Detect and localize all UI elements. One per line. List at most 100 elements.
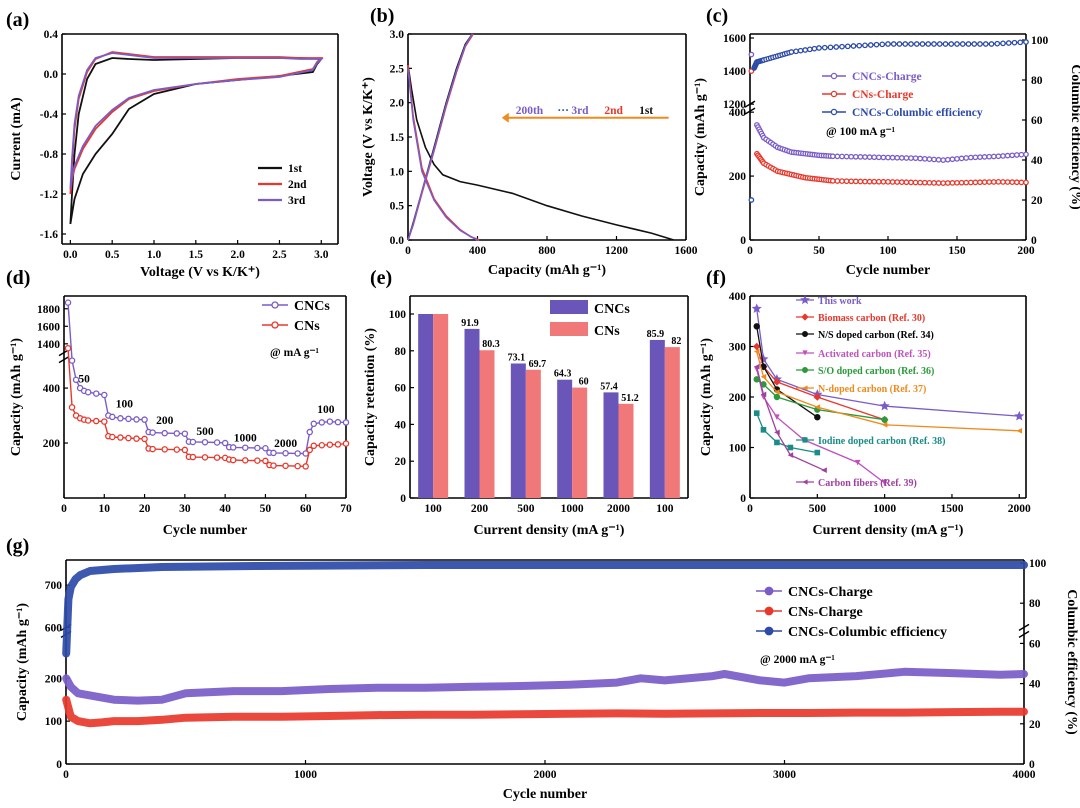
c-legend-CNs-Charge: CNs-Charge: [852, 89, 913, 101]
g-right-tick-label: 40: [1029, 679, 1041, 691]
e-bar-CNs: [664, 347, 680, 498]
c-first-point: [748, 197, 755, 203]
a-legend-1st: 1st: [288, 163, 302, 175]
c-point: [908, 41, 914, 47]
e-x-tick-label: 100: [425, 503, 443, 515]
d-rate-label: 1000: [234, 433, 257, 445]
c-point: [852, 178, 859, 185]
c-point: [802, 47, 809, 53]
c-right-tick-label: 80: [1031, 75, 1043, 87]
f-series-This work: [756, 308, 1020, 417]
c-point: [925, 41, 932, 47]
c-point: [988, 41, 995, 47]
e-panel-label: (e): [370, 267, 392, 289]
e-x-tick-label: 500: [517, 503, 535, 515]
d-point: [326, 418, 334, 425]
c-point: [963, 155, 970, 161]
d-point: [117, 415, 124, 422]
c-point: [797, 47, 804, 54]
d-point: [229, 444, 237, 451]
c-point: [875, 178, 882, 185]
f-point: [814, 404, 821, 410]
d-point: [173, 430, 181, 437]
c-right-tick-label: 60: [1031, 115, 1043, 127]
d-rate-label: 500: [196, 426, 214, 438]
d-point: [342, 440, 350, 447]
c-point: [866, 178, 873, 185]
d-point: [141, 416, 148, 423]
f-point: [821, 467, 827, 474]
f-point: [760, 374, 767, 380]
c-point: [912, 155, 919, 162]
d-point: [294, 450, 301, 457]
c-point: [1013, 152, 1020, 158]
a-series-2nd: [69, 51, 324, 195]
f-legend-marker: [802, 479, 808, 485]
b-x-axis-title: Capacity (mAh g⁻¹): [488, 263, 606, 278]
c-point: [981, 179, 988, 186]
f-point: [753, 410, 760, 416]
c-point: [994, 40, 1001, 47]
c-point: [1000, 40, 1006, 47]
c-point: [995, 178, 1002, 185]
b-annotation-label: 200th: [516, 105, 544, 117]
d-point: [262, 457, 269, 465]
c-point: [889, 179, 896, 185]
c-point: [931, 180, 937, 186]
g-lower-y-tick-label: 200: [45, 673, 63, 685]
c-point: [981, 154, 988, 160]
d-rate-label: 100: [116, 398, 134, 410]
f-series-Iodine doped carbon (Ref. 38): [756, 412, 818, 454]
g-upper-y-tick-label: 600: [45, 622, 63, 634]
c-point: [873, 41, 880, 48]
e-bar-CNCs: [510, 363, 526, 498]
d-point: [254, 444, 261, 452]
g-right-tick-label: 100: [1029, 558, 1047, 570]
a-y-axis-title: Current (mA): [9, 97, 24, 181]
d-point: [242, 444, 249, 451]
b-x-tick-label: 0: [405, 245, 411, 257]
f-legend-marker: [800, 294, 810, 305]
e-bar-CNCs: [418, 314, 434, 498]
d-lower-y-tick-label: 400: [43, 383, 61, 395]
d-point: [109, 413, 116, 421]
e-bar-CNs: [525, 369, 541, 498]
c-legend-marker: [830, 108, 838, 116]
chart-d: 0 10 20 30 40 50 60 70 200 400 1400 1600 1800 Cycle n…: [6, 267, 352, 538]
d-legend-CNs: CNs: [294, 319, 320, 334]
c-point: [843, 153, 850, 160]
c-point: [967, 179, 974, 186]
f-point: [879, 400, 890, 411]
a-x-tick-label: 1.5: [189, 249, 204, 261]
c-point: [931, 156, 937, 163]
d-point: [282, 462, 289, 470]
c-point: [862, 154, 868, 160]
f-point: [753, 348, 760, 355]
d-point: [306, 428, 313, 436]
d-point: [334, 441, 342, 448]
f-legend-marker: [802, 350, 808, 356]
a-x-tick-label: 2.0: [230, 249, 245, 261]
c-point: [871, 178, 878, 185]
c-point: [982, 41, 989, 47]
b-x-tick-label: 400: [469, 245, 487, 257]
c-point: [880, 154, 887, 161]
chart-e: 0 20 40 60 80 100 Current density (mA g⁻¹) Capa…: [363, 267, 689, 538]
e-bar-CNCs: [603, 392, 619, 498]
c-upper-y-tick-label: 1200: [723, 99, 746, 111]
f-legend-N-doped carbon (Ref. 37): N-doped carbon (Ref. 37): [818, 384, 926, 395]
d-lower-y-tick-label: 200: [43, 438, 61, 450]
d-rate-label: 100: [317, 404, 335, 416]
b-annotation-label: ···: [557, 105, 569, 117]
f-point: [881, 416, 888, 423]
c-point: [871, 154, 878, 161]
c-point: [963, 179, 970, 186]
e-x-tick-label: 200: [471, 503, 489, 515]
g-series-CNCs-Charge: [62, 667, 1028, 705]
g-series-CNCs-Columbic efficiency: [62, 561, 1028, 658]
d-point: [141, 435, 148, 443]
c-point: [894, 179, 901, 185]
d-point: [310, 420, 318, 428]
g-lower-y-tick-label: 0: [56, 759, 62, 771]
d-annotation: @ mA g⁻¹: [270, 347, 319, 359]
